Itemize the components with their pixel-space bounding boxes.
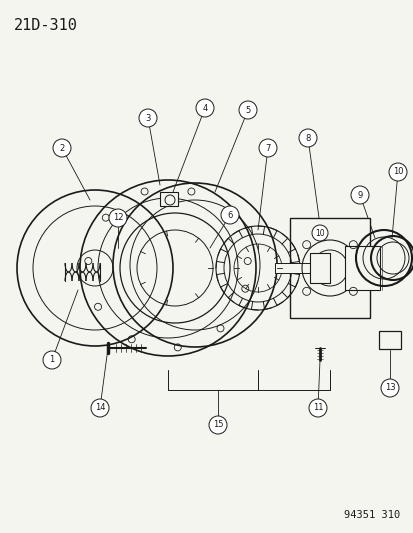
Bar — [159, 192, 178, 206]
Bar — [309, 253, 329, 283]
Text: 13: 13 — [384, 384, 394, 392]
Text: 8: 8 — [304, 133, 310, 142]
Circle shape — [139, 109, 157, 127]
Bar — [289, 218, 369, 318]
Circle shape — [298, 129, 316, 147]
Text: 9: 9 — [356, 190, 362, 199]
Text: 15: 15 — [212, 421, 223, 430]
Text: 10: 10 — [314, 229, 324, 238]
Circle shape — [308, 399, 326, 417]
Text: 6: 6 — [227, 211, 232, 220]
Circle shape — [238, 101, 256, 119]
Circle shape — [53, 139, 71, 157]
Text: 10: 10 — [392, 167, 402, 176]
Circle shape — [91, 399, 109, 417]
Circle shape — [388, 163, 406, 181]
Bar — [274, 263, 309, 273]
Text: 2: 2 — [59, 143, 64, 152]
Bar — [378, 331, 400, 349]
Text: 4: 4 — [202, 103, 207, 112]
Text: 7: 7 — [265, 143, 270, 152]
Text: 21D-310: 21D-310 — [14, 18, 78, 33]
Text: 5: 5 — [245, 106, 250, 115]
Text: 1: 1 — [49, 356, 55, 365]
Circle shape — [43, 351, 61, 369]
Text: 3: 3 — [145, 114, 150, 123]
Circle shape — [195, 99, 214, 117]
Text: 14: 14 — [95, 403, 105, 413]
Text: 11: 11 — [312, 403, 323, 413]
Circle shape — [259, 139, 276, 157]
Circle shape — [109, 209, 127, 227]
Circle shape — [209, 416, 226, 434]
Text: 12: 12 — [112, 214, 123, 222]
Circle shape — [311, 225, 327, 241]
Text: 94351 310: 94351 310 — [343, 510, 399, 520]
Circle shape — [350, 186, 368, 204]
Circle shape — [380, 379, 398, 397]
Bar — [344, 246, 379, 290]
Circle shape — [221, 206, 238, 224]
